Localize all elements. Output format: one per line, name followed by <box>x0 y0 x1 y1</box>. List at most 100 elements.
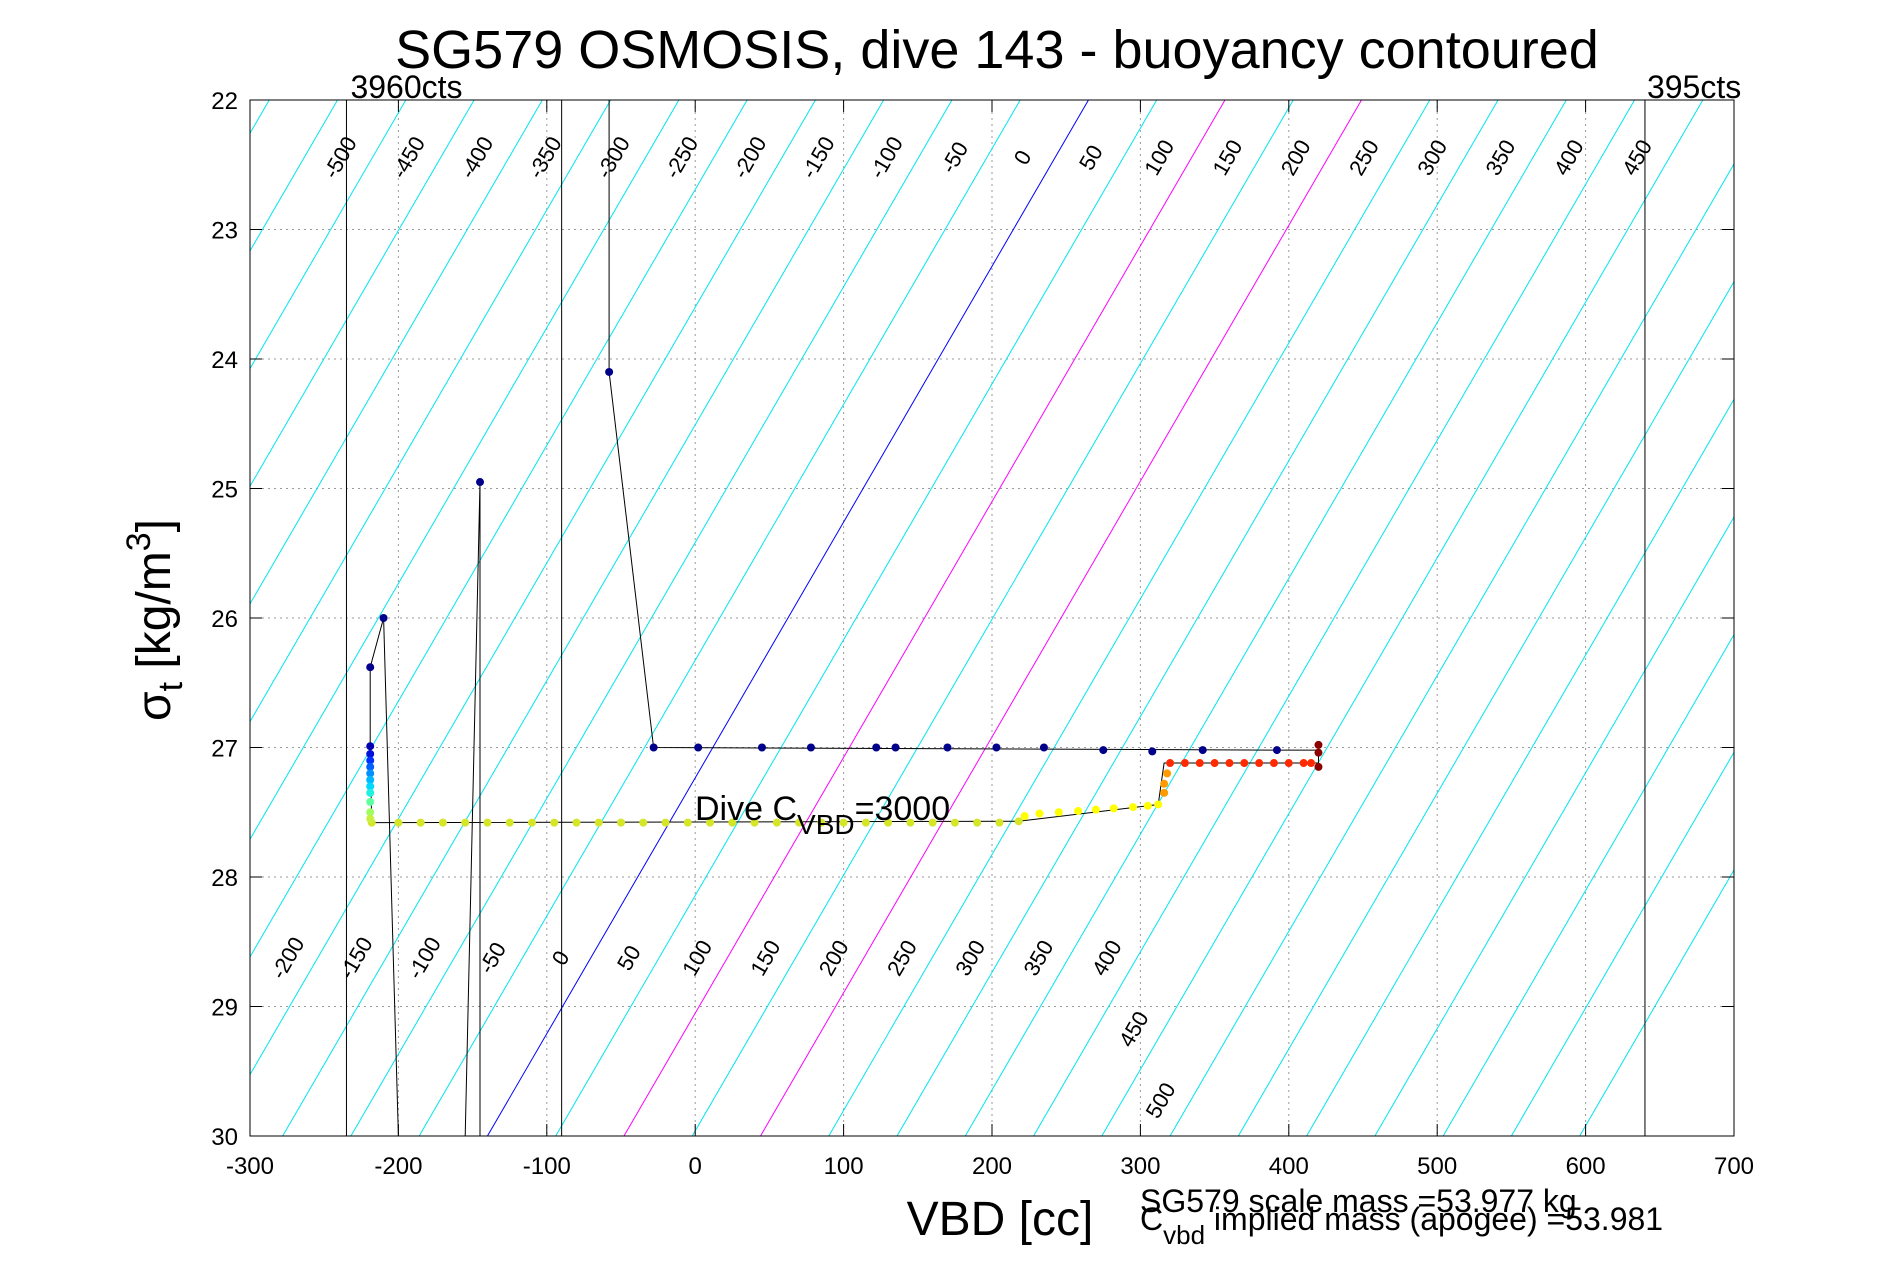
data-point <box>366 808 375 817</box>
data-point <box>817 818 826 827</box>
data-point <box>861 818 870 827</box>
data-point <box>694 743 703 752</box>
data-point <box>795 818 804 827</box>
data-point <box>461 818 470 827</box>
data-point <box>772 818 781 827</box>
implied-mass-value: implied mass (apogee) =53.981 <box>1205 1201 1663 1237</box>
data-point <box>1128 803 1137 812</box>
data-point <box>884 818 893 827</box>
data-point <box>550 818 559 827</box>
dive-cvbd-value: =3000 <box>855 790 951 828</box>
data-point <box>906 818 915 827</box>
data-point <box>1314 762 1323 771</box>
data-point <box>649 743 658 752</box>
contour-line <box>487 100 1089 1136</box>
data-point <box>1160 788 1169 797</box>
data-point <box>1091 805 1100 814</box>
y-axis-label-unit-sup: 3 <box>120 532 158 551</box>
data-point <box>1099 746 1108 755</box>
contour-line <box>896 100 1499 1136</box>
y-tick-label: 29 <box>211 995 238 1022</box>
contour-line <box>250 100 543 605</box>
contour-line <box>1579 868 1734 1136</box>
data-point <box>617 818 625 827</box>
data-point <box>973 818 982 827</box>
contour-line <box>1237 280 1734 1136</box>
data-point <box>706 818 715 827</box>
data-point <box>572 818 581 827</box>
x-tick-label: 0 <box>689 1153 702 1180</box>
data-point <box>928 818 937 827</box>
contour-line <box>760 100 1362 1136</box>
data-point <box>1160 779 1169 788</box>
data-point <box>1035 809 1044 818</box>
axis-ticks: -300 -200 -100 0 100 200 300 400 500 600 700 22 23 24… <box>211 88 1754 1180</box>
data-point <box>1020 812 1029 821</box>
data-point <box>1143 801 1152 810</box>
contour-line <box>691 100 1294 1136</box>
contour-line <box>1101 100 1704 1136</box>
contour-line <box>1374 515 1734 1136</box>
implied-mass-vbd: vbd <box>1163 1220 1205 1250</box>
data-point <box>1148 747 1157 756</box>
data-point <box>1109 804 1118 813</box>
contour-line <box>250 100 407 370</box>
contour-line <box>250 100 816 1076</box>
data-point <box>605 367 614 376</box>
count-lines <box>345 100 1646 1136</box>
y-tick-label: 28 <box>211 865 238 892</box>
data-point <box>366 797 375 806</box>
data-point <box>366 775 375 784</box>
data-point <box>1314 748 1323 757</box>
x-tick-label: 200 <box>972 1153 1012 1180</box>
data-point <box>1307 759 1316 768</box>
data-point <box>1180 759 1189 768</box>
data-point <box>1166 759 1175 768</box>
data-point <box>1240 759 1249 768</box>
data-points <box>366 367 1323 827</box>
scale-mass-text: SG579 scale mass =53.977 kg <box>1140 1183 1577 1219</box>
data-point <box>594 818 603 827</box>
data-point <box>943 743 952 752</box>
count-line-label: 395cts <box>1647 69 1741 105</box>
data-point <box>476 478 485 487</box>
data-point <box>438 818 447 827</box>
y-tick-label: 25 <box>211 477 238 504</box>
contour-line <box>1306 398 1734 1136</box>
data-point <box>1163 769 1172 778</box>
chart-title: SG579 OSMOSIS, dive 143 - buoyancy conto… <box>395 20 1599 80</box>
data-point <box>992 743 1001 752</box>
buoyancy-contours <box>250 100 1734 1136</box>
dive-cvbd-sub: VBD <box>797 809 855 840</box>
implied-mass-text: Cvbd implied mass (apogee) =53.981 <box>1140 1201 1663 1250</box>
contour-line <box>250 100 612 723</box>
data-point <box>683 818 692 827</box>
y-axis-label-sub: t <box>152 681 190 691</box>
data-point <box>366 788 375 797</box>
x-tick-label: 100 <box>824 1153 864 1180</box>
y-axis-label: σt [kg/m3] <box>120 519 190 721</box>
contour-line <box>418 100 1021 1136</box>
data-point <box>1074 806 1083 815</box>
x-tick-label: 600 <box>1566 1153 1606 1180</box>
data-point <box>1272 746 1281 755</box>
data-point <box>1210 759 1219 768</box>
contour-line <box>250 100 475 488</box>
data-point <box>366 756 375 765</box>
contour-line <box>964 100 1567 1136</box>
data-point <box>639 818 648 827</box>
dive-cvbd-annotation: Dive CVBD=3000 <box>695 790 950 840</box>
data-point <box>728 818 737 827</box>
count-line-label: 3960cts <box>350 69 462 105</box>
data-point <box>366 769 375 778</box>
contour-line <box>623 100 1226 1136</box>
data-point <box>394 818 403 827</box>
contour-line <box>350 100 953 1136</box>
data-point <box>839 818 848 827</box>
x-tick-label: -100 <box>523 1153 571 1180</box>
contour-line <box>1442 633 1734 1136</box>
data-point <box>950 818 959 827</box>
contour-line <box>1510 751 1734 1136</box>
data-point <box>527 818 536 827</box>
